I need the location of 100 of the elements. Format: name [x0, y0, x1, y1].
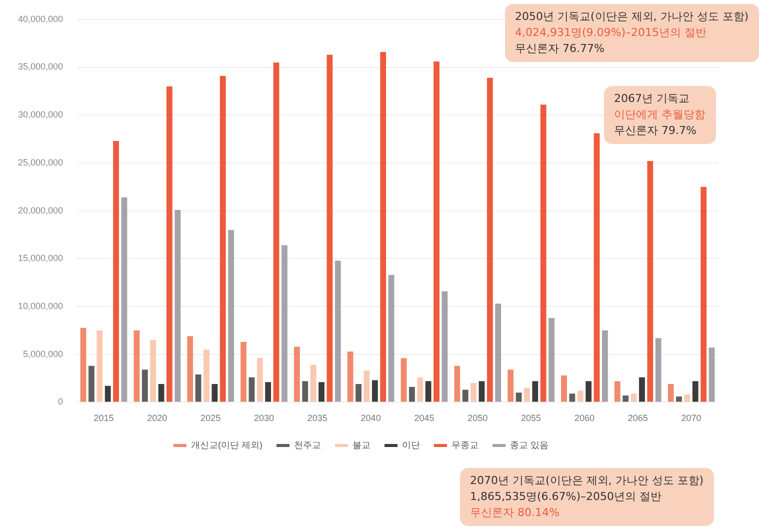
bar	[478, 381, 485, 402]
bar	[142, 370, 148, 402]
bar	[462, 390, 468, 402]
x-tick-label: 2015	[94, 413, 114, 424]
bar	[692, 381, 698, 402]
legend-label: 천주교	[294, 440, 321, 450]
bar	[655, 338, 662, 402]
y-tick-label: 5,000,000	[22, 348, 64, 359]
y-tick-label: 0	[58, 396, 64, 407]
legend-label: 이단	[402, 440, 420, 450]
bar	[256, 358, 263, 402]
bar	[96, 330, 103, 402]
bar	[150, 340, 156, 402]
bar	[326, 54, 333, 402]
bar	[388, 274, 394, 402]
bar	[639, 377, 645, 402]
bar	[228, 230, 234, 402]
bar	[174, 210, 181, 402]
bar	[442, 291, 448, 402]
legend-label: 종교 있음	[510, 440, 549, 450]
bar	[204, 350, 210, 402]
bar	[282, 245, 288, 402]
bar	[434, 62, 440, 402]
legend-label: 불교	[352, 440, 370, 450]
bar	[80, 328, 86, 402]
bar	[347, 351, 354, 402]
bar	[417, 377, 424, 402]
x-tick-label: 2030	[254, 413, 274, 424]
bar	[356, 384, 362, 402]
bar	[302, 381, 308, 402]
bar	[594, 133, 600, 402]
bar	[700, 186, 707, 402]
bar	[486, 78, 493, 402]
bar	[684, 394, 690, 402]
bar	[540, 104, 546, 402]
y-tick-label: 20,000,000	[18, 205, 64, 216]
bar	[187, 336, 194, 402]
bar	[265, 382, 272, 402]
bar	[248, 377, 255, 402]
bar	[134, 330, 140, 402]
bar	[586, 381, 592, 402]
y-tick-label: 15,000,000	[18, 253, 64, 264]
bar	[668, 384, 674, 402]
bar	[532, 381, 538, 402]
x-tick-label: 2040	[360, 413, 381, 424]
bar	[495, 304, 502, 402]
legend-label: 개신교(이단 제외)	[191, 440, 262, 450]
bar	[425, 381, 432, 402]
bar	[708, 348, 715, 402]
bar	[470, 383, 476, 402]
bar	[548, 318, 554, 402]
x-tick-label: 2035	[307, 413, 328, 424]
bar	[569, 394, 576, 402]
y-tick-label: 40,000,000	[18, 14, 64, 24]
bar	[400, 358, 407, 402]
bar	[212, 384, 218, 402]
annotation: 2067년 기독교 이단에게 추월당함 무신론자 79.7%	[614, 91, 706, 139]
bar	[121, 197, 128, 402]
bar	[380, 52, 386, 402]
x-tick-label: 2065	[628, 413, 648, 424]
x-tick-label: 2050	[468, 413, 488, 424]
bar	[647, 161, 654, 402]
bar	[561, 375, 567, 402]
text: 2070년 기독교(이단은 제외, 가나안 성도 포함) 1,865,535명(6.67%)–2050년의 절반 무신론자 80.14%	[470, 473, 704, 521]
legend-label: 무종교	[451, 440, 478, 450]
bar	[240, 342, 246, 402]
bar	[113, 140, 119, 402]
bar	[334, 260, 341, 402]
bar	[602, 330, 608, 402]
bar	[364, 370, 370, 402]
bar	[318, 382, 324, 402]
x-tick-label: 2020	[147, 413, 168, 424]
x-tick-label: 2060	[574, 413, 594, 424]
x-tick-label: 2045	[414, 413, 434, 424]
bar	[676, 396, 682, 402]
bar	[614, 381, 620, 402]
bar	[88, 366, 94, 402]
bar	[524, 388, 530, 402]
annotation: 2050년 기독교(이단은 제외, 가나안 성도 포함) 4,024,931명(9.09%)–2015년의 절반 무신론자 76.77%	[515, 9, 749, 57]
y-tick-label: 25,000,000	[18, 157, 64, 168]
bar	[408, 386, 415, 402]
y-tick-label: 10,000,000	[18, 300, 64, 311]
bar	[195, 374, 202, 402]
bar	[158, 384, 164, 402]
bar	[630, 394, 637, 402]
bar	[104, 386, 111, 402]
x-tick-label: 2070	[681, 413, 702, 424]
bar	[577, 390, 584, 402]
bar	[273, 62, 280, 402]
bar	[622, 396, 629, 402]
bar	[310, 364, 316, 402]
y-tick-label: 30,000,000	[18, 110, 64, 120]
x-tick-label: 2055	[521, 413, 542, 424]
bar	[166, 86, 172, 402]
bar	[508, 370, 514, 402]
bar	[516, 392, 522, 402]
bar	[454, 366, 460, 402]
x-tick-label: 2025	[200, 413, 221, 424]
bar	[372, 380, 378, 402]
bar	[220, 76, 226, 402]
